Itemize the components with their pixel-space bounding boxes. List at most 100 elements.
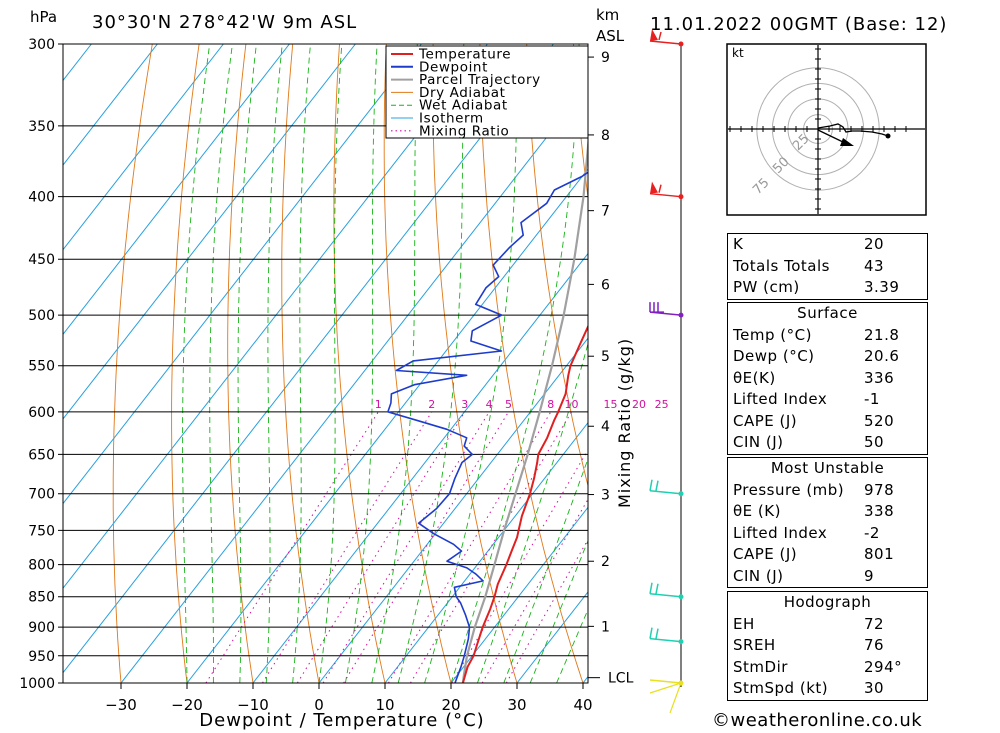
x-tick-label: −30 (105, 696, 137, 714)
copyright: ©weatheronline.co.uk (712, 710, 923, 731)
pressure-tick-label: 950 (28, 649, 55, 665)
pressure-tick-label: 350 (28, 119, 55, 135)
mixing-ratio-label: 20 (632, 398, 646, 411)
isotherm-line (186, 168, 588, 683)
index-row: EH 72 (733, 614, 885, 633)
pressure-tick-label: 900 (28, 620, 55, 636)
x-tick-label: 20 (441, 696, 460, 714)
mixing-ratio-label: 2 (428, 398, 435, 411)
isotherm-line (63, 44, 224, 251)
pressure-tick-label: 300 (28, 37, 55, 53)
isotherm-line (384, 421, 588, 683)
isotherm-line (63, 44, 488, 589)
wind-barb (649, 582, 682, 598)
mixing-ratio-line (451, 449, 588, 683)
mixing-ratio-label: 15 (604, 398, 618, 411)
legend-entry: Mixing Ratio (419, 123, 509, 139)
km-tick-label: 3 (601, 488, 610, 504)
wet-adiabat-line (529, 539, 588, 683)
index-row: CAPE (J) 520 (733, 411, 895, 430)
km-tick-label: 1 (601, 619, 610, 635)
km-tick-label: 9 (601, 50, 610, 66)
wind-profile (649, 29, 684, 714)
wet-adiabat-line (450, 44, 580, 683)
isotherm-line (63, 44, 290, 336)
pressure-tick-label: 600 (28, 405, 55, 421)
dry-adiabat-line (112, 44, 153, 683)
pressure-tick-label: 450 (28, 252, 55, 268)
wet-adiabat-line (424, 44, 519, 683)
wet-adiabat-line (209, 44, 233, 683)
lcl-label: LCL (608, 671, 634, 687)
index-row: CIN (J) 50 (733, 433, 885, 451)
legend-entry: Isotherm (419, 111, 484, 127)
pressure-tick-label: 550 (28, 359, 55, 375)
index-row: Temp (°C) 21.8 (733, 325, 900, 344)
hodograph-trace (817, 123, 889, 137)
mixing-ratio-line (261, 411, 433, 683)
wet-adiabat-line (503, 457, 588, 683)
wind-barb (649, 627, 682, 643)
pressure-tick-label: 650 (28, 447, 55, 463)
pressure-unit: hPa (30, 8, 57, 26)
storm-motion-arrow (840, 138, 854, 146)
pressure-tick-label: 850 (28, 590, 55, 606)
index-row: Lifted Index -1 (733, 390, 880, 408)
index-row: StmSpd (kt) 30 (733, 679, 885, 697)
dry-adiabat-line (333, 44, 386, 683)
isotherm-line (120, 83, 588, 683)
km-tick-label: 8 (601, 128, 610, 144)
index-row: Totals Totals 43 (733, 256, 885, 275)
dry-adiabat-line (227, 44, 254, 683)
dewpoint-line (387, 171, 588, 683)
dry-adiabat-line (432, 44, 518, 683)
km-tick-label: 2 (601, 554, 610, 570)
index-row: Dewp (°C) 20.6 (733, 347, 900, 365)
x-tick-label: 40 (573, 696, 592, 714)
index-row: SREH 76 (733, 636, 885, 654)
plot-frame (62, 43, 589, 684)
mu-title: Most Unstable (770, 459, 885, 477)
wet-adiabat-line (237, 44, 257, 683)
pressure-tick-label: 700 (28, 487, 55, 503)
axes-layer: 3003504004505005506006507007508008509009… (19, 37, 633, 714)
wet-adiabat-line (182, 44, 211, 683)
most-unstable-table: Most Unstable Pressure (mb) 978 θE (K) 338… (727, 457, 928, 588)
x-tick-label: 30 (507, 696, 526, 714)
mixing-ratio-line (505, 538, 588, 683)
legend-entry: Wet Adiabat (419, 98, 508, 114)
km-unit: km (596, 6, 619, 24)
series-layer (387, 134, 588, 683)
dry-adiabat-line (948, 44, 1000, 683)
x-tick-label: 10 (375, 696, 394, 714)
isotherm-line (63, 44, 554, 674)
hodo-title: Hodograph (783, 593, 872, 611)
isotherm-line (63, 44, 356, 420)
storm-motion-vector (817, 129, 846, 144)
wind-barb (649, 479, 682, 495)
x-tick-label: 0 (314, 696, 324, 714)
x-tick-label: −20 (171, 696, 203, 714)
pressure-tick-label: 1000 (19, 676, 55, 692)
wet-adiabat-line (318, 44, 343, 683)
x-axis-label: Dewpoint / Temperature (°C) (199, 710, 484, 731)
pressure-tick-label: 750 (28, 523, 55, 539)
pressure-tick-label: 500 (28, 308, 55, 324)
mixing-ratio-labels: 1 2 3 4 5 8 10 15 20 25 (375, 398, 669, 411)
index-row: CAPE (J) 801 (733, 545, 895, 563)
km-tick-label: 7 (601, 204, 610, 220)
wet-adiabat-line (344, 44, 378, 683)
wind-barb (649, 29, 682, 45)
legend-entry: Dry Adiabat (419, 85, 506, 101)
wind-barb (649, 302, 682, 316)
mixing-ratio-line (296, 411, 466, 683)
mixing-ratio-label: 10 (565, 398, 579, 411)
mixing-ratio-label: 5 (505, 398, 512, 411)
surface-title: Surface (797, 304, 858, 322)
index-row: θE(K) 336 (733, 368, 895, 387)
dry-adiabat-line (573, 44, 588, 201)
index-row: Lifted Index -2 (733, 523, 880, 542)
mixing-ratio-label: 1 (375, 398, 382, 411)
pressure-tick-label: 800 (28, 558, 55, 574)
